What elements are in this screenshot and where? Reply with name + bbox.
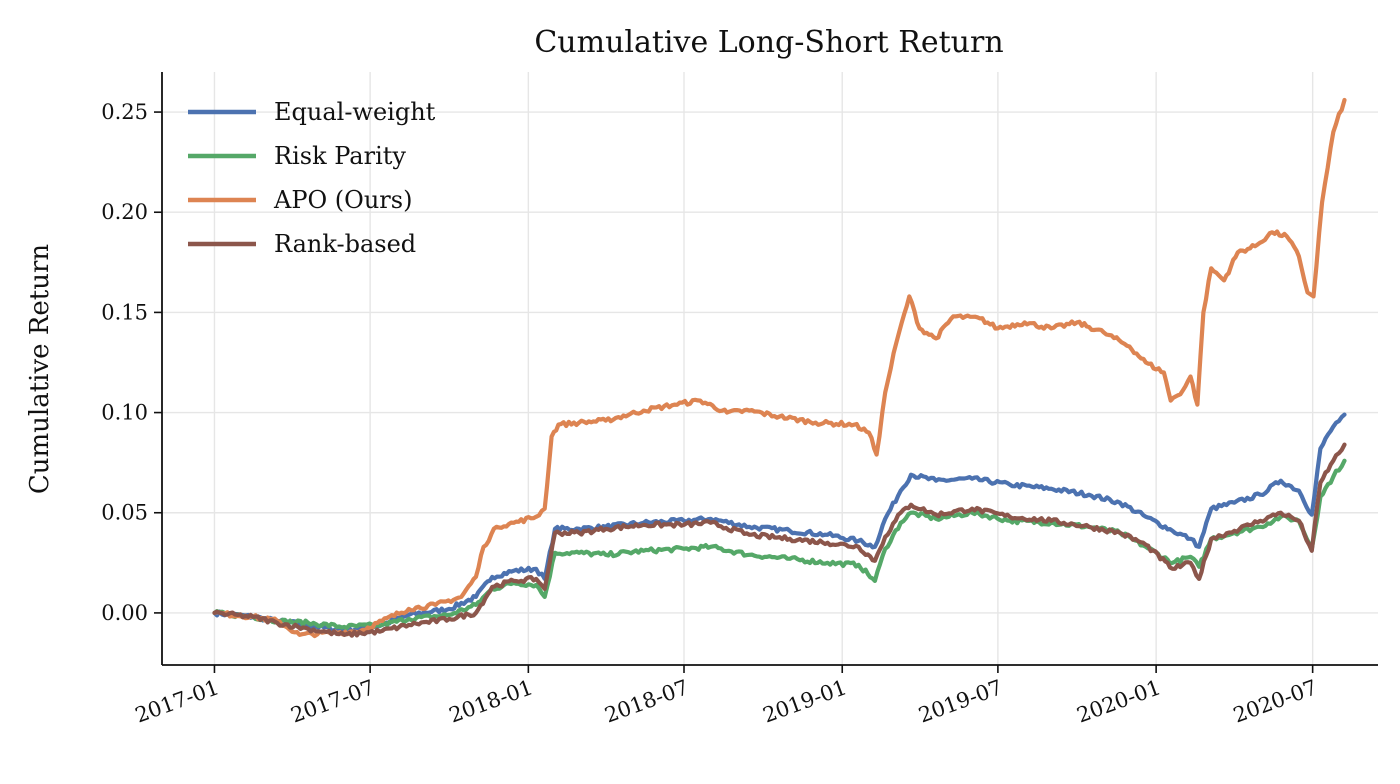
x-tick-label: 2017-07: [288, 675, 378, 727]
y-tick-label: 0.10: [101, 401, 148, 425]
x-tick-label: 2018-01: [446, 675, 536, 727]
legend-label: APO (Ours): [273, 186, 412, 214]
y-tick-label: 0.15: [101, 300, 148, 324]
y-tick-label: 0.00: [101, 601, 148, 625]
y-tick-label: 0.20: [101, 200, 148, 224]
x-tick-label: 2018-07: [602, 675, 692, 727]
x-tick-label: 2019-01: [760, 675, 850, 727]
y-tick-label: 0.05: [101, 501, 148, 525]
series-lines: [212, 97, 1347, 639]
legend: Equal-weight Risk Parity APO (Ours) Rank-ba…: [188, 98, 436, 258]
x-tick-label: 2019-07: [915, 675, 1005, 727]
x-tick-label: 2020-01: [1074, 675, 1164, 727]
x-tick-label: 2020-07: [1230, 675, 1320, 727]
legend-label: Equal-weight: [274, 98, 436, 126]
y-tick-label: 0.25: [101, 100, 148, 124]
chart-title: Cumulative Long-Short Return: [534, 25, 1003, 60]
grid: [162, 72, 1378, 665]
x-tick-label: 2017-01: [132, 675, 222, 727]
series-line-rank-based: [212, 442, 1347, 638]
y-axis-title: Cumulative Return: [25, 244, 55, 495]
series-line-apo-ours: [212, 97, 1347, 639]
legend-label: Risk Parity: [274, 142, 406, 170]
series-line-risk-parity: [212, 458, 1347, 630]
series-line-equal-weight: [212, 412, 1347, 634]
legend-label: Rank-based: [274, 230, 416, 258]
